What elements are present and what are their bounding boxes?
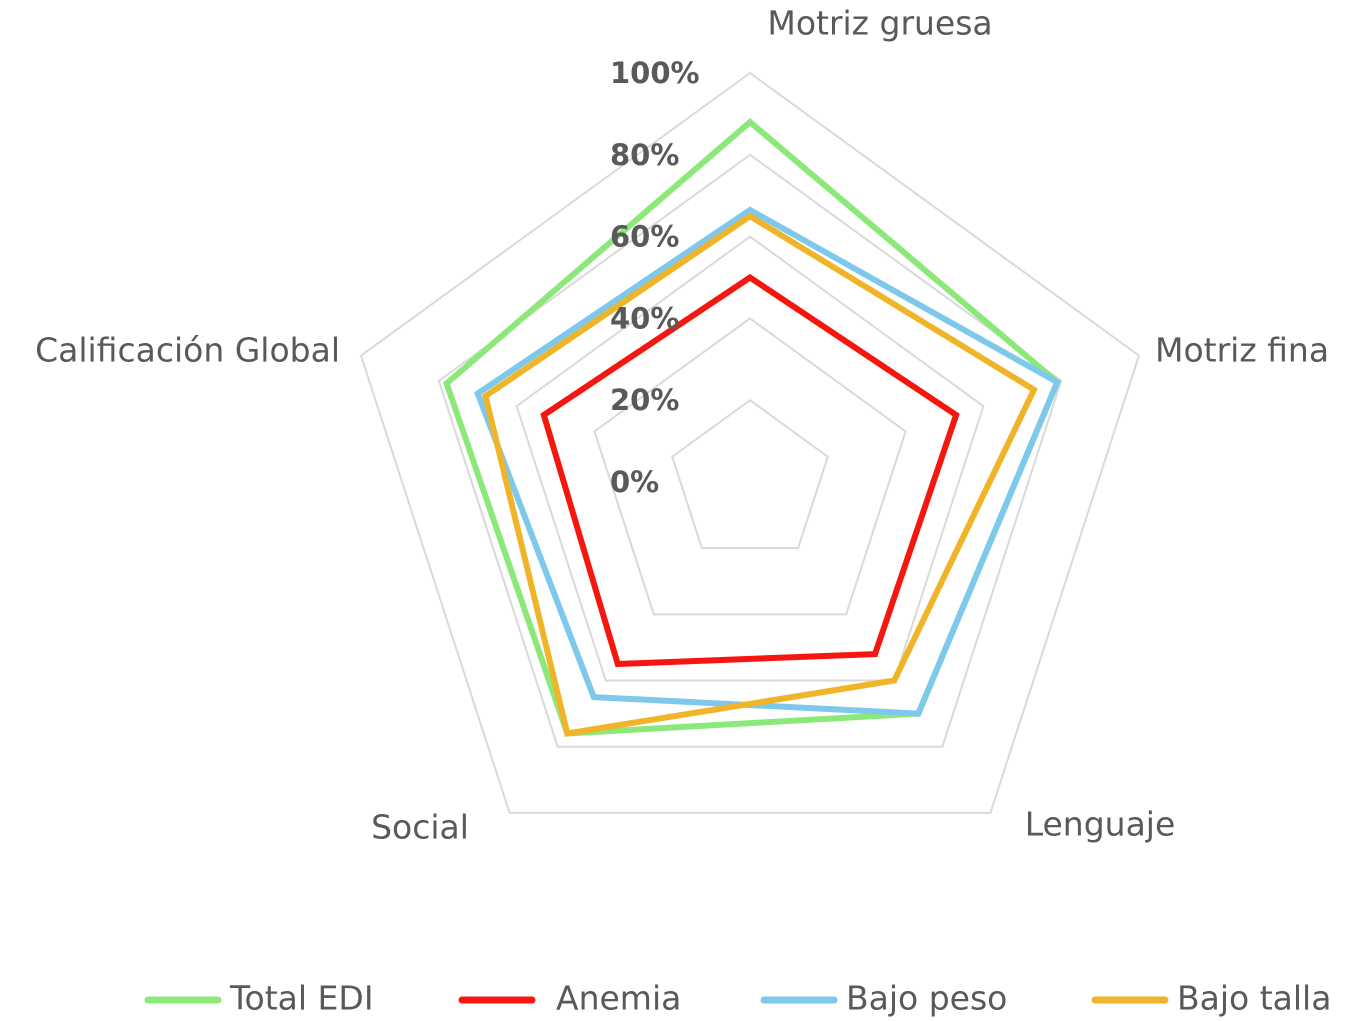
legend-label: Anemia [556,979,681,1018]
category-label: Motriz fina [1155,331,1329,370]
r-tick-label: 20% [610,383,679,417]
category-label: Motriz gruesa [767,4,992,43]
series-line [443,118,1061,737]
series-line [482,212,1038,737]
legend-label: Bajo talla [1177,979,1331,1018]
r-tick-label: 60% [610,220,679,254]
category-label: Social [371,808,469,847]
r-tick-label: 40% [610,301,679,335]
grid-ring [671,398,829,550]
category-label: Calificación Global [35,331,340,370]
r-tick-label: 0% [610,465,659,499]
grid-ring [593,317,907,616]
category-label: Lenguaje [1025,805,1176,844]
r-tick-label: 100% [610,56,700,90]
series-line [540,273,960,668]
grid-ring [359,71,1141,814]
grid-ring [515,235,985,682]
legend-label: Total EDI [229,979,374,1018]
legend-label: Bajo peso [846,979,1007,1018]
r-tick-label: 80% [610,138,679,172]
